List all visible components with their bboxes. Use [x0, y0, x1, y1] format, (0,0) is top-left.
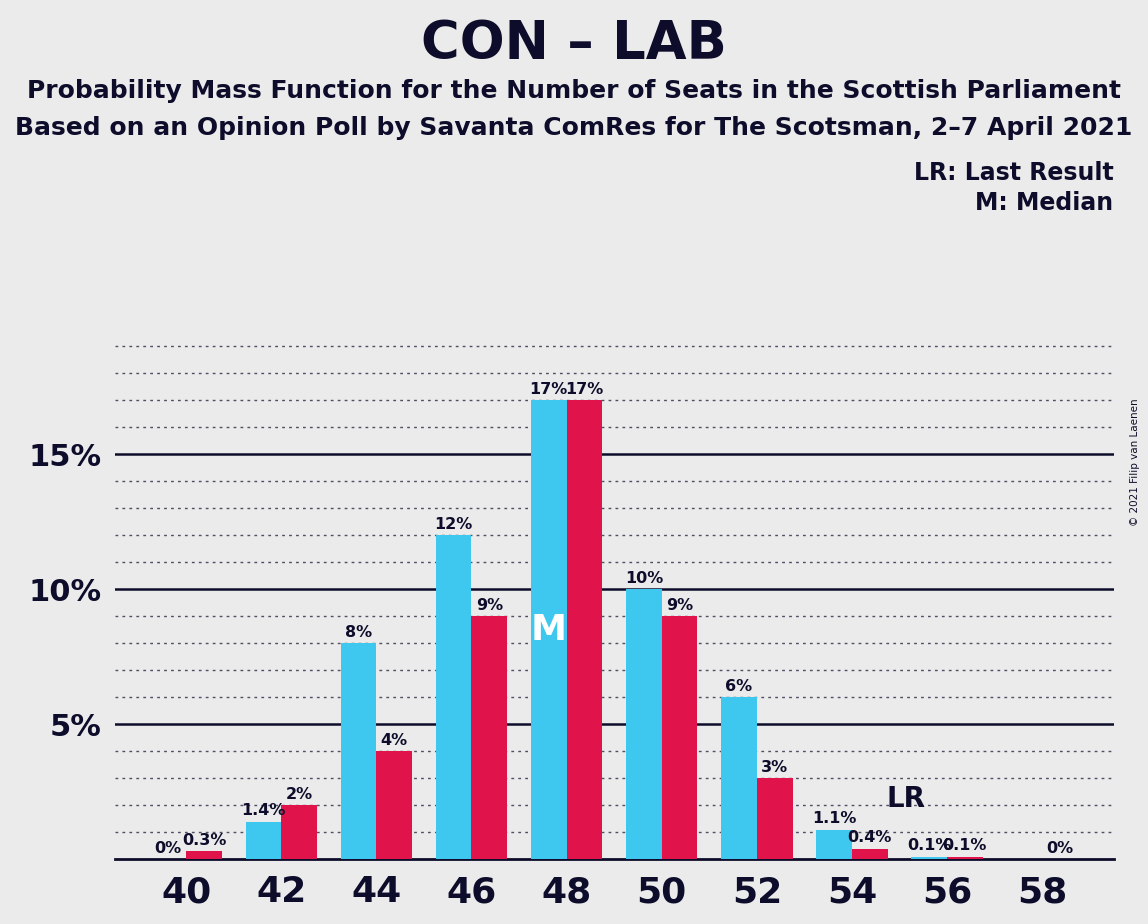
Bar: [436, 535, 472, 859]
Text: 9%: 9%: [475, 598, 503, 613]
Bar: [947, 857, 983, 859]
Bar: [816, 830, 852, 859]
Text: 0%: 0%: [1047, 841, 1073, 856]
Bar: [567, 400, 603, 859]
Text: 9%: 9%: [666, 598, 693, 613]
Text: Based on an Opinion Poll by Savanta ComRes for The Scotsman, 2–7 April 2021: Based on an Opinion Poll by Savanta ComR…: [15, 116, 1133, 140]
Bar: [472, 616, 507, 859]
Text: 0.1%: 0.1%: [943, 838, 987, 854]
Text: 1.4%: 1.4%: [241, 803, 286, 819]
Bar: [626, 590, 661, 859]
Bar: [661, 616, 697, 859]
Bar: [912, 857, 947, 859]
Bar: [721, 698, 757, 859]
Bar: [530, 400, 567, 859]
Text: 0.1%: 0.1%: [907, 838, 952, 854]
Text: M: M: [530, 613, 567, 647]
Text: 17%: 17%: [565, 382, 604, 397]
Bar: [281, 806, 317, 859]
Text: 10%: 10%: [625, 571, 664, 586]
Text: M: Median: M: Median: [976, 191, 1114, 215]
Bar: [757, 778, 792, 859]
Text: 1.1%: 1.1%: [812, 811, 856, 826]
Text: 3%: 3%: [761, 760, 789, 775]
Text: 0.3%: 0.3%: [181, 833, 226, 848]
Text: 17%: 17%: [529, 382, 568, 397]
Text: LR: Last Result: LR: Last Result: [914, 161, 1114, 185]
Text: 6%: 6%: [726, 679, 753, 694]
Bar: [341, 643, 377, 859]
Text: 0%: 0%: [155, 841, 181, 856]
Text: CON – LAB: CON – LAB: [421, 18, 727, 70]
Bar: [186, 851, 222, 859]
Text: 12%: 12%: [435, 517, 473, 532]
Bar: [852, 848, 887, 859]
Text: LR: LR: [886, 785, 925, 813]
Text: 4%: 4%: [381, 733, 408, 748]
Text: 0.4%: 0.4%: [847, 831, 892, 845]
Text: Probability Mass Function for the Number of Seats in the Scottish Parliament: Probability Mass Function for the Number…: [28, 79, 1120, 103]
Bar: [377, 751, 412, 859]
Bar: [246, 821, 281, 859]
Text: 2%: 2%: [286, 787, 312, 802]
Text: © 2021 Filip van Laenen: © 2021 Filip van Laenen: [1130, 398, 1140, 526]
Text: 8%: 8%: [346, 625, 372, 640]
